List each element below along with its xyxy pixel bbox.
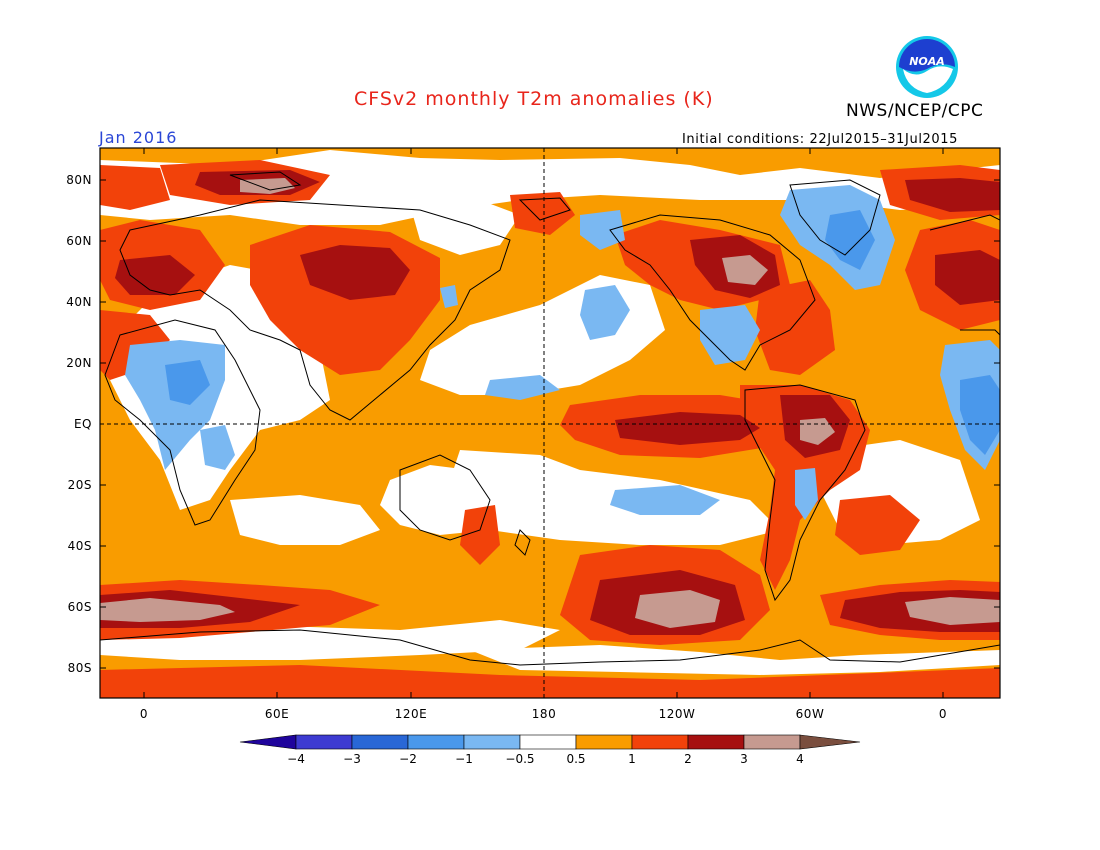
coastline-south-america xyxy=(744,384,866,602)
very-hot-band-indian xyxy=(100,598,235,622)
colorbar-label-neg2: −2 xyxy=(399,752,417,766)
colorbar-label-1: 1 xyxy=(628,752,636,766)
colorbar-swatch-6 xyxy=(575,734,633,750)
coastline-europe-right xyxy=(929,214,1000,336)
lon-label-0-east: 0 xyxy=(938,707,948,721)
warm-region-arctic-far-west xyxy=(100,165,170,210)
lat-label-20n: 20N xyxy=(66,356,92,370)
neutral-region-antarctic-band-b xyxy=(470,645,1000,675)
colorbar xyxy=(239,734,861,750)
colorbar-swatch-1 xyxy=(295,734,353,750)
colorbar-swatch-3 xyxy=(407,734,465,750)
lat-label-80s: 80S xyxy=(67,661,92,675)
lat-label-eq: EQ xyxy=(73,417,92,431)
very-hot-region-canada xyxy=(722,255,768,285)
lon-label-60w: 60W xyxy=(795,707,825,721)
lon-ticks xyxy=(143,148,944,698)
colorbar-swatch-9 xyxy=(743,734,801,750)
cool-region-north-pacific xyxy=(580,285,630,340)
chart-title: CFSv2 monthly T2m anomalies (K) xyxy=(354,88,714,110)
lat-ticks xyxy=(100,179,1000,669)
warm-region-south-atlantic xyxy=(835,495,920,555)
forecast-period: Jan 2016 xyxy=(99,128,178,147)
neutral-region-southern-indian xyxy=(230,495,380,545)
cool-region-south-america-west xyxy=(795,468,818,520)
lat-label-40s: 40S xyxy=(67,539,92,553)
noaa-logo: NOAA xyxy=(896,36,958,98)
coastline-africa xyxy=(104,319,261,526)
coastline-australia xyxy=(399,454,491,541)
very-hot-band-atlantic xyxy=(905,597,1000,625)
lat-label-20s: 20S xyxy=(67,478,92,492)
noaa-logo-text: NOAA xyxy=(909,55,945,68)
colorbar-swatch-8 xyxy=(687,734,745,750)
hot-region-europe-east xyxy=(935,250,1000,305)
agency-label: NWS/NCEP/CPC xyxy=(846,101,984,121)
lon-label-180: 180 xyxy=(531,707,557,721)
warm-region-antarctica xyxy=(100,665,1000,698)
lat-label-60n: 60N xyxy=(66,234,92,248)
colorbar-swatch-7 xyxy=(631,734,689,750)
lon-label-0-west: 0 xyxy=(139,707,149,721)
lat-label-40n: 40N xyxy=(66,295,92,309)
colorbar-label-neg1: −1 xyxy=(455,752,473,766)
colorbar-label-3: 3 xyxy=(740,752,748,766)
hot-region-arctic-east xyxy=(905,178,1000,212)
cold-region-africa-core xyxy=(165,360,210,405)
very-hot-region-arctic xyxy=(240,178,295,194)
hot-region-enso xyxy=(615,412,760,445)
lon-label-60e: 60E xyxy=(264,707,290,721)
coastline-new-zealand xyxy=(514,529,531,556)
colorbar-swatch-5 xyxy=(519,734,577,750)
colorbar-swatch-2 xyxy=(351,734,409,750)
colorbar-label-neg05: −0.5 xyxy=(505,752,535,766)
colorbar-label-2: 2 xyxy=(684,752,692,766)
cool-region-alaska xyxy=(580,210,625,250)
coastline-eurasia xyxy=(119,199,511,421)
lon-label-120w: 120W xyxy=(658,707,696,721)
warm-region-eastern-north-america xyxy=(755,280,835,375)
warm-region-tasman xyxy=(460,505,500,565)
cool-region-south-pacific xyxy=(610,485,720,515)
colorbar-swatch-10 xyxy=(799,734,861,750)
colorbar-label-4: 4 xyxy=(796,752,804,766)
cold-region-africa-east xyxy=(960,375,1000,455)
initial-conditions: Initial conditions: 22Jul2015–31Jul2015 xyxy=(682,132,959,147)
coastlines xyxy=(100,171,1000,666)
hot-region-siberia xyxy=(300,245,410,300)
cold-region-greenland-core xyxy=(825,210,875,270)
coastline-greenland xyxy=(789,179,881,256)
warm-region-bering xyxy=(510,192,575,235)
cool-region-siberia-east xyxy=(440,285,458,308)
map-frame xyxy=(99,147,1001,699)
neutral-region-north-atlantic xyxy=(100,150,1000,225)
coastline-north-america xyxy=(609,214,816,371)
lon-label-120e: 120E xyxy=(394,707,428,721)
neutral-region-central-pacific xyxy=(440,450,780,545)
hot-region-europe xyxy=(115,255,195,295)
cool-region-southern-africa xyxy=(200,425,235,470)
colorbar-label-neg3: −3 xyxy=(343,752,361,766)
lat-label-60s: 60S xyxy=(67,600,92,614)
colorbar-swatch-0 xyxy=(239,734,297,750)
lat-label-80n: 80N xyxy=(66,173,92,187)
very-hot-band-southeast-pacific xyxy=(635,590,720,628)
cool-region-us-southwest xyxy=(700,305,760,365)
coastline-antarctica xyxy=(100,629,1000,666)
neutral-region-siberia xyxy=(410,200,520,255)
colorbar-label-neg4: −4 xyxy=(287,752,305,766)
very-hot-region-amazon xyxy=(800,418,835,445)
colorbar-swatch-4 xyxy=(463,734,521,750)
cool-region-central-pacific xyxy=(485,375,560,400)
anomaly-field xyxy=(100,148,1000,698)
coastline-arctic-islands xyxy=(229,171,571,221)
colorbar-label-05: 0.5 xyxy=(566,752,586,766)
